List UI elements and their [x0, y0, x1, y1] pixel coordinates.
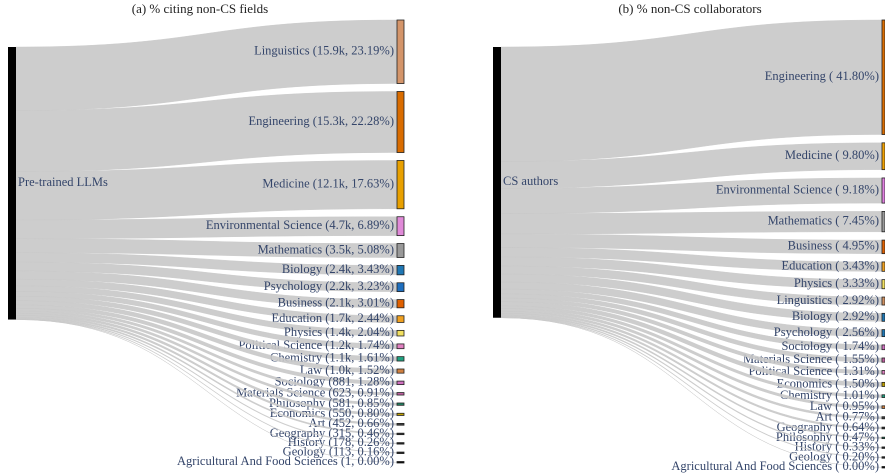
- target-label: History ( 0.33%): [795, 440, 879, 454]
- target-node: [396, 299, 405, 309]
- target-label: Mathematics (3.5k, 5.08%): [258, 242, 394, 256]
- target-label: Psychology ( 2.56%): [774, 325, 879, 339]
- target-node: [881, 239, 885, 255]
- target-label: Business ( 4.95%): [788, 239, 879, 253]
- target-label: Mathematics ( 7.45%): [768, 213, 879, 227]
- target-node: [396, 432, 405, 436]
- target-label: Medicine ( 9.80%): [785, 148, 879, 162]
- target-label: Agricultural And Food Sciences ( 0.00%): [671, 459, 879, 473]
- target-node: [396, 412, 405, 416]
- target-label: Business (2.1k, 3.01%): [278, 296, 394, 310]
- target-label: Chemistry ( 1.01%): [780, 388, 879, 402]
- source-label: CS authors: [503, 174, 558, 188]
- target-node: [881, 394, 885, 398]
- target-node: [881, 466, 885, 469]
- target-label: Education ( 3.43%): [781, 259, 879, 273]
- source-node: [8, 47, 16, 320]
- target-node: [881, 177, 885, 204]
- source-label: Pre-trained LLMs: [18, 175, 108, 189]
- target-label: Art (452, 0.66%): [309, 416, 394, 430]
- target-node: [396, 423, 405, 426]
- target-label: Philosophy (581, 0.85%): [269, 396, 394, 410]
- target-label: Physics ( 3.33%): [794, 276, 879, 290]
- target-node: [881, 357, 885, 363]
- panel-title: (b) % non-CS collaborators: [618, 1, 761, 16]
- target-label: Economics (550, 0.80%): [270, 406, 394, 420]
- target-label: Medicine (12.1k, 17.63%): [262, 177, 394, 191]
- target-node: [881, 19, 885, 135]
- target-node: [396, 216, 405, 237]
- target-node: [396, 91, 405, 153]
- target-label: Law ( 0.95%): [810, 399, 879, 413]
- target-label: Economics ( 1.50%): [777, 376, 879, 390]
- target-node: [396, 442, 405, 445]
- target-node: [881, 456, 885, 459]
- target-label: Engineering (15.3k, 22.28%): [249, 114, 394, 128]
- target-node: [396, 282, 405, 293]
- target-label: Biology ( 2.92%): [792, 309, 879, 323]
- target-label: Sociology ( 1.74%): [781, 339, 879, 353]
- target-label: Environmental Science ( 9.18%): [716, 182, 879, 196]
- target-node: [881, 279, 885, 290]
- target-node: [396, 265, 405, 276]
- target-label: Geology (113, 0.16%): [283, 445, 394, 459]
- link: [500, 19, 883, 162]
- target-node: [396, 402, 405, 406]
- target-node: [396, 356, 405, 362]
- target-label: Philosophy ( 0.47%): [776, 430, 879, 444]
- target-label: Law (1.0k, 1.52%): [300, 363, 394, 377]
- target-node: [396, 343, 405, 350]
- target-node: [881, 446, 885, 449]
- target-node: [396, 380, 405, 386]
- target-node: [396, 329, 405, 337]
- target-node: [396, 392, 405, 396]
- target-node: [881, 416, 885, 420]
- target-node: [881, 261, 885, 272]
- target-node: [881, 210, 885, 233]
- target-node: [396, 315, 405, 323]
- target-label: Linguistics ( 2.92%): [777, 293, 879, 307]
- target-label: Environmental Science (4.7k, 6.89%): [206, 218, 394, 232]
- target-node: [881, 405, 885, 409]
- target-node: [396, 243, 405, 258]
- target-label: Agricultural And Food Sciences (1, 0.00%…: [177, 454, 394, 468]
- target-label: Psychology (2.2k, 3.23%): [264, 279, 394, 293]
- target-node: [396, 368, 405, 374]
- target-node: [881, 142, 885, 171]
- target-label: Education (1.7k, 2.44%): [271, 311, 394, 325]
- target-node: [881, 436, 885, 440]
- target-node: [881, 426, 885, 430]
- target-node: [881, 312, 885, 322]
- target-label: Linguistics (15.9k, 23.19%): [254, 44, 394, 58]
- target-label: Physics (1.4k, 2.04%): [284, 325, 394, 339]
- target-label: Art ( 0.77%): [815, 410, 879, 424]
- target-node: [396, 19, 405, 84]
- target-node: [881, 329, 885, 338]
- target-node: [881, 381, 885, 387]
- panel-title: (a) % citing non-CS fields: [132, 1, 268, 16]
- target-label: Engineering ( 41.80%): [765, 69, 879, 83]
- target-label: Biology (2.4k, 3.43%): [282, 262, 394, 276]
- target-node: [396, 461, 405, 464]
- target-label: Chemistry (1.1k, 1.61%): [270, 351, 394, 365]
- target-node: [881, 370, 885, 375]
- target-label: Geography ( 0.64%): [777, 420, 879, 434]
- target-label: History (178, 0.26%): [288, 435, 394, 449]
- target-node: [881, 296, 885, 306]
- source-node: [493, 47, 501, 318]
- target-node: [881, 344, 885, 351]
- target-node: [396, 451, 405, 454]
- target-node: [396, 160, 405, 210]
- target-label: Geology ( 0.20%): [789, 449, 879, 463]
